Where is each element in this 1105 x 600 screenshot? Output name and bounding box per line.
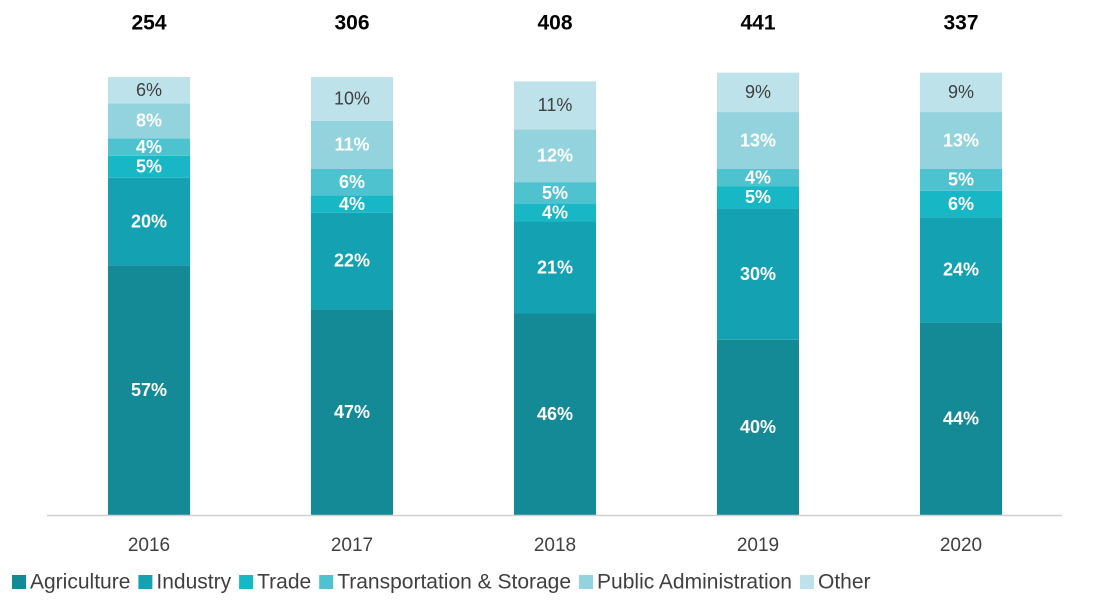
total-label: 306 <box>334 12 369 35</box>
bar-segment <box>920 112 1002 169</box>
data-label: 13% <box>943 130 979 150</box>
data-label: 11% <box>538 95 573 115</box>
data-label: 11% <box>334 135 369 155</box>
bar-segment <box>514 313 596 515</box>
bar-segment <box>920 72 1002 113</box>
data-label: 6% <box>339 172 365 192</box>
bar-segment <box>311 309 393 515</box>
legend-label: Transportation & Storage <box>337 571 571 594</box>
data-label: 6% <box>948 194 974 214</box>
data-label: 4% <box>745 167 771 187</box>
data-label: 13% <box>740 130 776 150</box>
data-label: 5% <box>948 170 974 190</box>
x-tick-label: 2016 <box>128 535 170 556</box>
data-label: 5% <box>136 157 162 177</box>
data-label: 57% <box>131 380 167 400</box>
data-label: 10% <box>334 89 370 109</box>
bar-segment <box>108 265 190 515</box>
data-label: 44% <box>943 408 979 428</box>
bar-segment <box>514 221 596 314</box>
data-label: 5% <box>745 187 771 207</box>
bar-segment <box>108 155 190 178</box>
legend-swatch <box>799 575 814 589</box>
bar-segment <box>920 217 1002 323</box>
bar-segment <box>920 322 1002 515</box>
x-tick-label: 2017 <box>331 535 373 556</box>
total-label: 441 <box>740 12 775 35</box>
bar-segment <box>717 168 799 187</box>
legend-swatch <box>579 575 594 589</box>
x-tick-label: 2018 <box>534 535 576 556</box>
data-label: 4% <box>136 137 162 157</box>
bar-segment <box>108 77 190 104</box>
data-label: 8% <box>136 111 162 131</box>
bar-segment <box>311 195 393 213</box>
total-label: 337 <box>943 12 978 35</box>
bar-segment <box>717 72 799 113</box>
total-label: 254 <box>131 12 166 35</box>
data-label: 30% <box>740 264 776 284</box>
legend-swatch <box>12 575 26 589</box>
data-label: 4% <box>339 194 365 214</box>
data-label: 9% <box>948 82 974 102</box>
bar-segment <box>920 190 1002 218</box>
bar-segment <box>717 339 799 515</box>
bar-segment <box>717 112 799 169</box>
bar-segment <box>514 182 596 205</box>
bar-segment <box>717 208 799 340</box>
bar-segment <box>514 204 596 222</box>
bar-segment <box>108 177 190 266</box>
bar-segment <box>514 81 596 130</box>
legend-swatch <box>239 575 254 589</box>
bar-segment <box>311 77 393 121</box>
legend-swatch <box>319 575 334 589</box>
legend-label: Agriculture <box>30 571 130 594</box>
data-label: 46% <box>537 404 573 424</box>
data-label: 40% <box>740 417 776 437</box>
total-label: 408 <box>537 12 572 35</box>
x-tick-label: 2019 <box>737 535 779 556</box>
legend-label: Public Administration <box>597 571 792 594</box>
data-label: 47% <box>334 402 370 422</box>
bar-segment <box>514 129 596 183</box>
legend-label: Trade <box>257 571 311 594</box>
bar-segment <box>108 138 190 156</box>
legend-swatch <box>138 575 153 589</box>
bar-segment <box>717 186 799 209</box>
data-label: 21% <box>537 257 573 277</box>
data-label: 4% <box>542 203 568 223</box>
data-label: 22% <box>334 251 370 271</box>
bar-segment <box>311 168 393 196</box>
data-label: 24% <box>943 259 979 279</box>
x-tick-label: 2020 <box>940 535 982 556</box>
data-label: 5% <box>542 183 568 203</box>
bar-segment <box>311 120 393 169</box>
legend-label: Industry <box>156 571 231 594</box>
data-label: 6% <box>136 80 162 100</box>
bar-segment <box>311 212 393 310</box>
bar-segment <box>920 168 1002 191</box>
data-label: 20% <box>131 211 167 231</box>
bar-segment <box>108 103 190 139</box>
legend-label: Other <box>818 571 871 594</box>
data-label: 12% <box>537 146 573 166</box>
data-label: 9% <box>745 82 771 102</box>
